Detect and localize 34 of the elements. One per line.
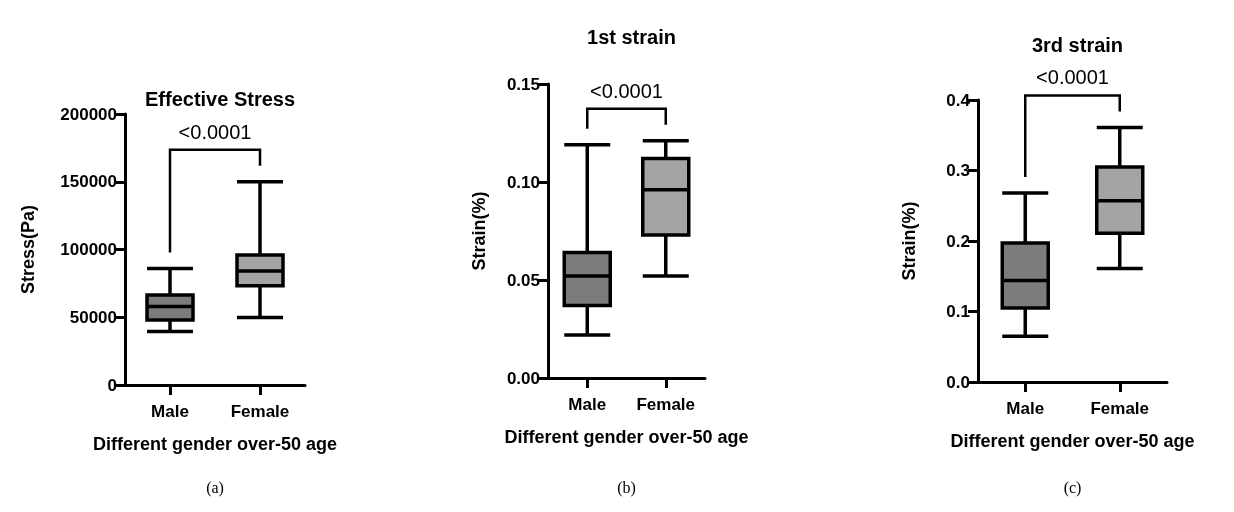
x-axis-title: Different gender over-50 age: [92, 434, 338, 454]
y-tick-label: 0.4: [946, 90, 971, 110]
y-tick-label: 0.10: [506, 172, 540, 192]
text: <0.0001: [1036, 66, 1109, 89]
y-axis-title: Stress(Pa): [18, 204, 38, 295]
y-tick-label: 0.05: [506, 270, 540, 290]
x-tick-label: Male: [568, 395, 607, 414]
x-tick-label: Male: [151, 402, 189, 421]
y-tick-label: 0.1: [946, 302, 970, 321]
y-axis-title: Strain(%): [899, 201, 919, 281]
x-tick-label: Female: [636, 395, 696, 414]
annotation: <0.0001: [178, 120, 252, 143]
x-tick-label: Female: [230, 402, 290, 421]
annotation: <0.0001: [590, 79, 663, 102]
y-tick-label: 150000: [60, 172, 117, 192]
text: (b): [617, 478, 636, 497]
y-tick-label: 0.00: [506, 368, 540, 388]
y-tick-label: 50000: [69, 307, 117, 327]
y-tick-label: 100000: [60, 240, 117, 259]
chart-title: 1st strain: [587, 26, 676, 48]
chart-title: 3rd strain: [1031, 34, 1124, 56]
text: (c): [1063, 478, 1082, 497]
text: (a): [206, 478, 224, 497]
y-tick-label: 0.3: [946, 161, 970, 180]
x-axis-title: Different gender over-50 age: [950, 431, 1195, 451]
chart-title: Effective Stress: [144, 88, 296, 110]
y-tick-label: 0.15: [506, 74, 540, 94]
x-tick-label: Male: [1006, 399, 1045, 418]
x-tick-label: Female: [1090, 399, 1150, 418]
x-axis-title: Different gender over-50 age: [504, 427, 749, 447]
y-tick-label: 0.0: [946, 372, 970, 392]
y-tick-label: 0.2: [946, 231, 970, 251]
y-axis-title: Strain(%): [469, 191, 489, 271]
y-tick-label: 200000: [60, 104, 117, 124]
